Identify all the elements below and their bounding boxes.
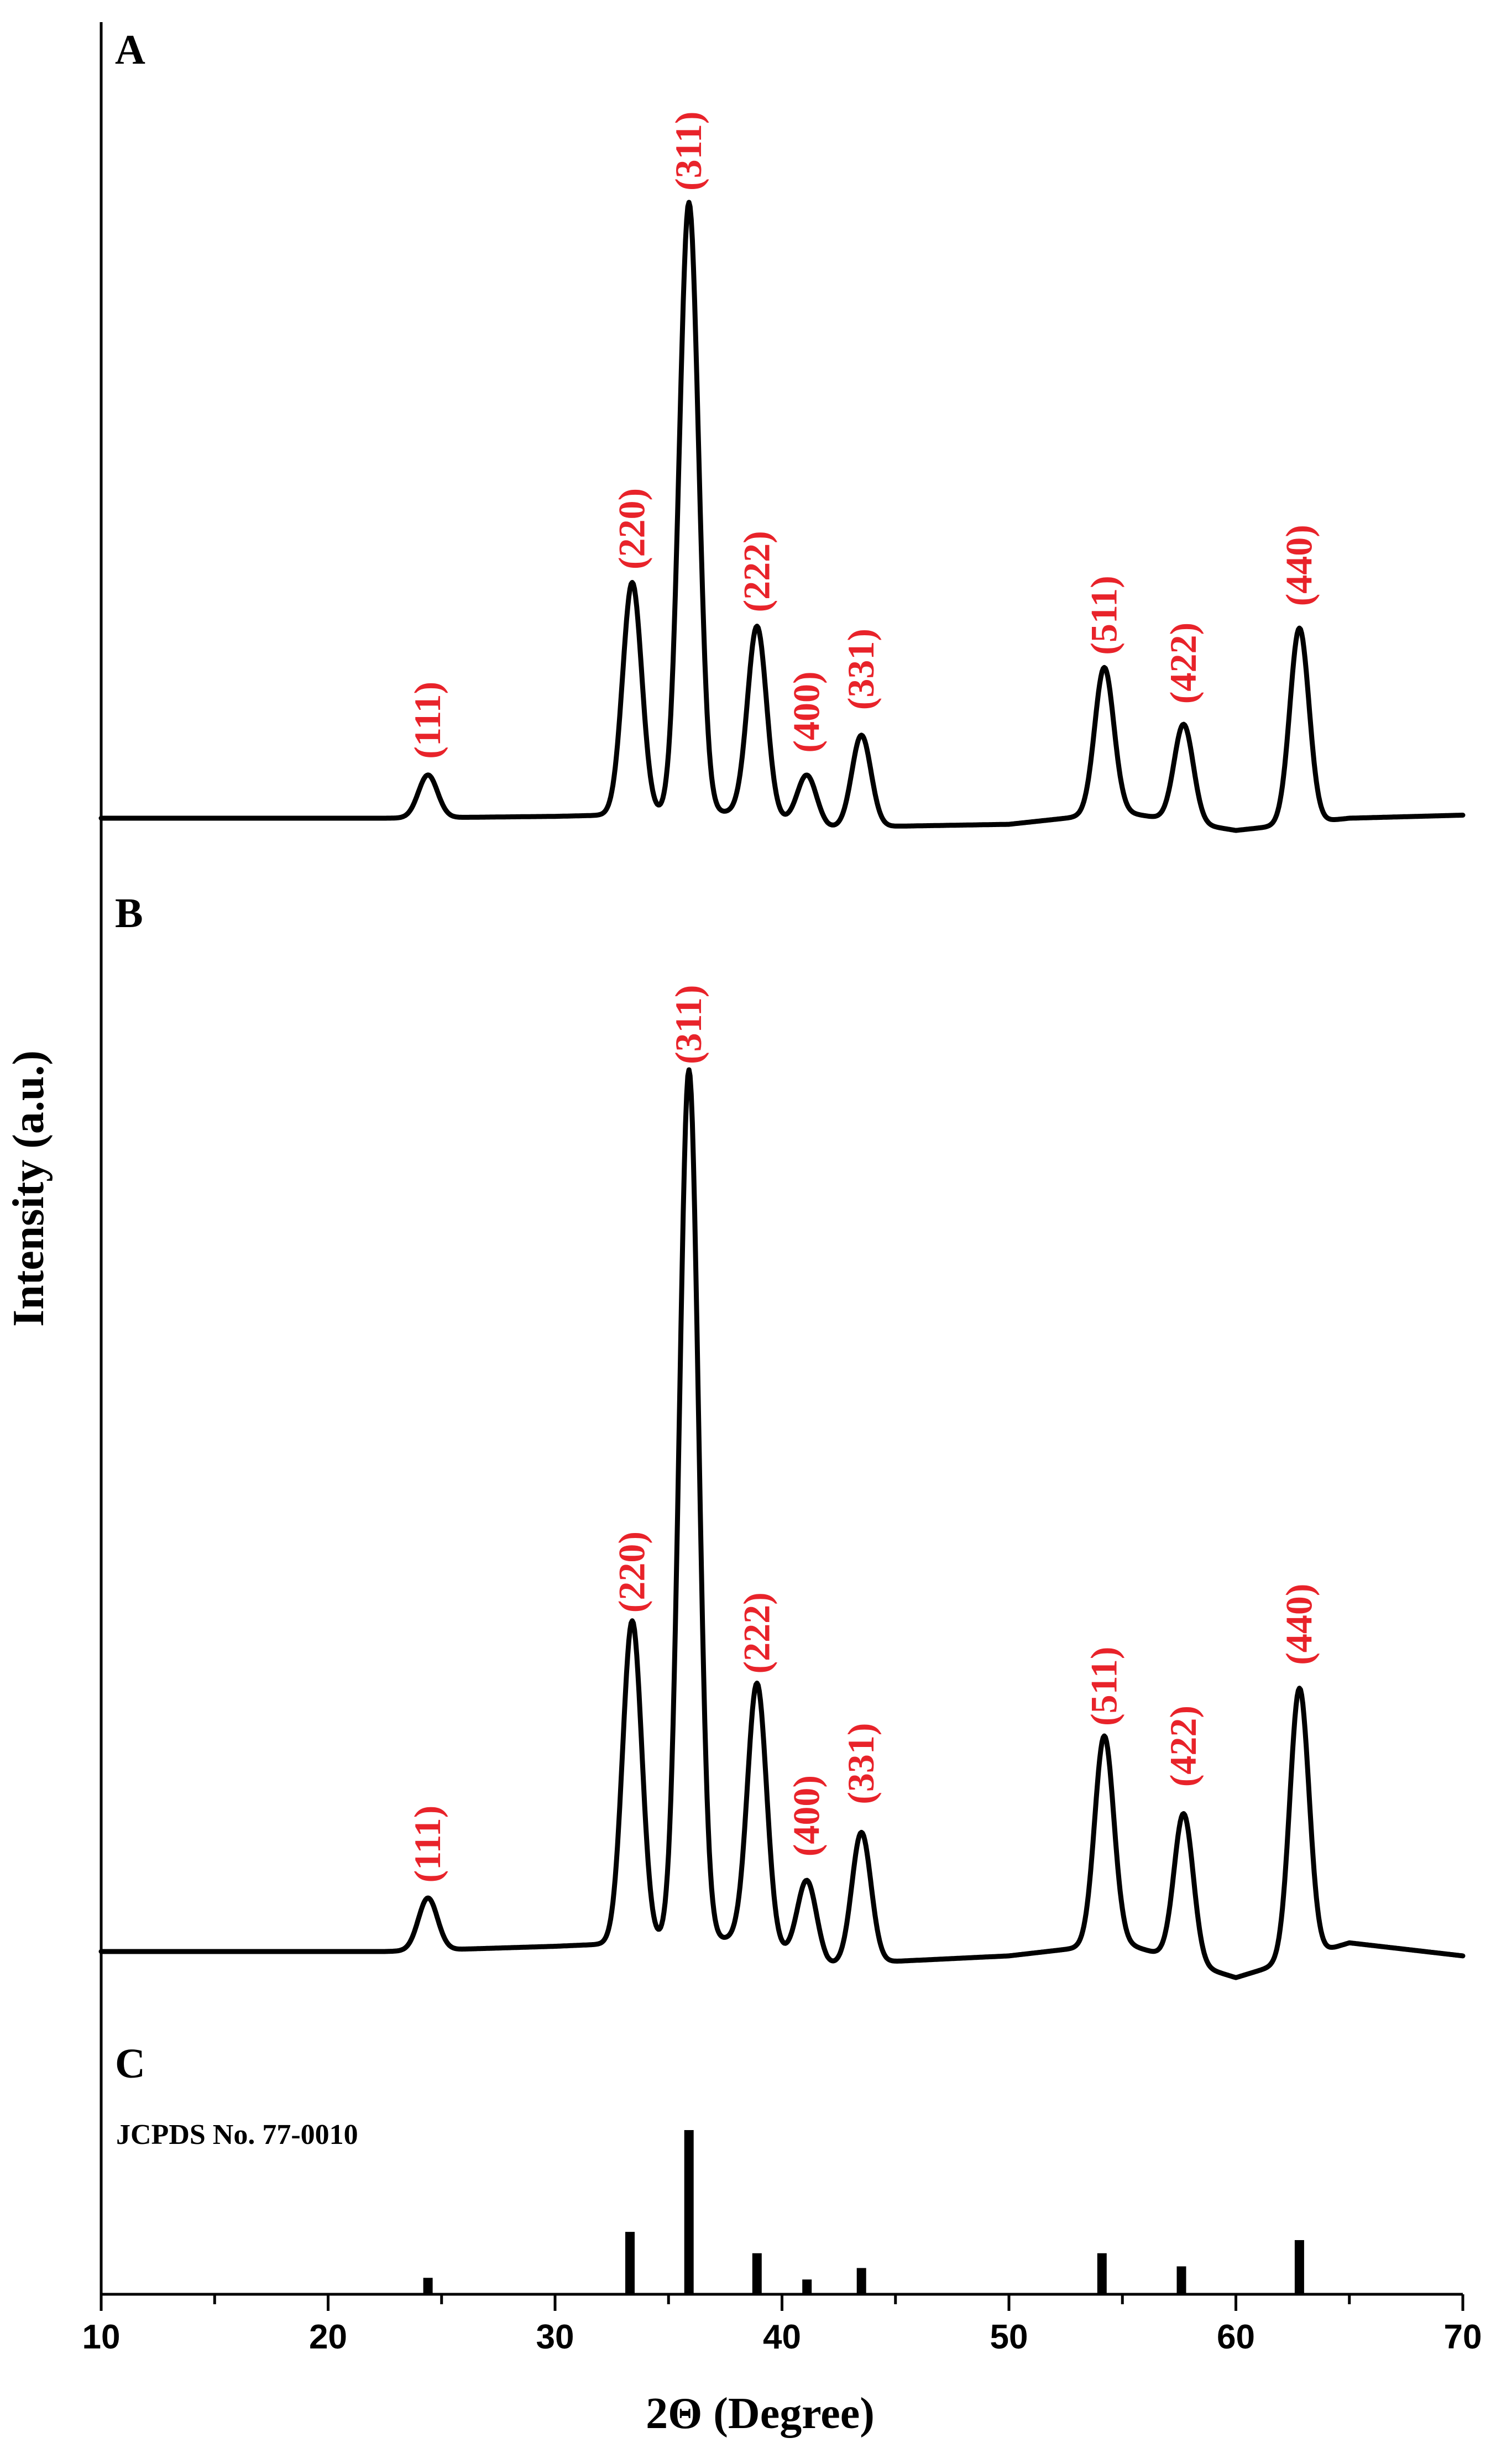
- reference-card-label: JCPDS No. 77-0010: [116, 2119, 358, 2151]
- peak-label-b-422: (422): [1162, 1706, 1204, 1787]
- peak-label-a-111: (111): [406, 682, 448, 759]
- peak-label-a-400: (400): [786, 671, 828, 752]
- peak-label-b-440: (440): [1278, 1584, 1320, 1665]
- peak-label-a-222: (222): [735, 531, 777, 612]
- x-axis-title: 2Θ (Degree): [646, 2389, 875, 2438]
- peak-label-a-311: (311): [667, 111, 709, 191]
- panel-b-label: B: [115, 890, 143, 937]
- peak-label-b-311: (311): [667, 985, 709, 1064]
- x-tick-label-50: 50: [990, 2318, 1028, 2356]
- panel-c-label: C: [115, 2041, 145, 2087]
- x-tick-label-30: 30: [536, 2318, 574, 2356]
- panel-a-label: A: [115, 27, 145, 73]
- peak-label-b-331: (331): [840, 1723, 882, 1804]
- peak-label-b-220: (220): [611, 1531, 653, 1613]
- peak-label-a-422: (422): [1162, 622, 1204, 704]
- peak-label-b-511: (511): [1082, 1646, 1124, 1726]
- x-tick-label-40: 40: [763, 2318, 801, 2356]
- peak-label-a-511: (511): [1082, 576, 1124, 655]
- pattern-a-peak-labels: (111) (220) (311) (222) (400) (331) (511) (422)…: [406, 111, 1320, 758]
- x-axis-ticks: 10 20 30 40 50 60 70: [82, 2294, 1482, 2356]
- y-axis-title: Intensity (a.u.): [4, 1050, 53, 1327]
- peak-label-b-111: (111): [406, 1806, 448, 1883]
- pattern-a-trace: [98, 200, 1466, 833]
- peak-label-a-440: (440): [1278, 525, 1320, 606]
- peak-label-a-220: (220): [611, 488, 653, 569]
- x-tick-label-70: 70: [1444, 2318, 1482, 2356]
- pattern-b-trace: [98, 1067, 1466, 1980]
- peak-label-b-222: (222): [735, 1592, 777, 1673]
- x-tick-label-20: 20: [309, 2318, 347, 2356]
- peak-label-b-400: (400): [786, 1775, 828, 1856]
- reference-pattern: [423, 2130, 1304, 2294]
- peak-label-a-331: (331): [840, 629, 882, 710]
- x-tick-label-10: 10: [82, 2318, 121, 2356]
- x-tick-label-60: 60: [1217, 2318, 1255, 2356]
- pattern-b-peak-labels: (111) (220) (311) (222) (400) (331) (511) (422)…: [406, 985, 1320, 1882]
